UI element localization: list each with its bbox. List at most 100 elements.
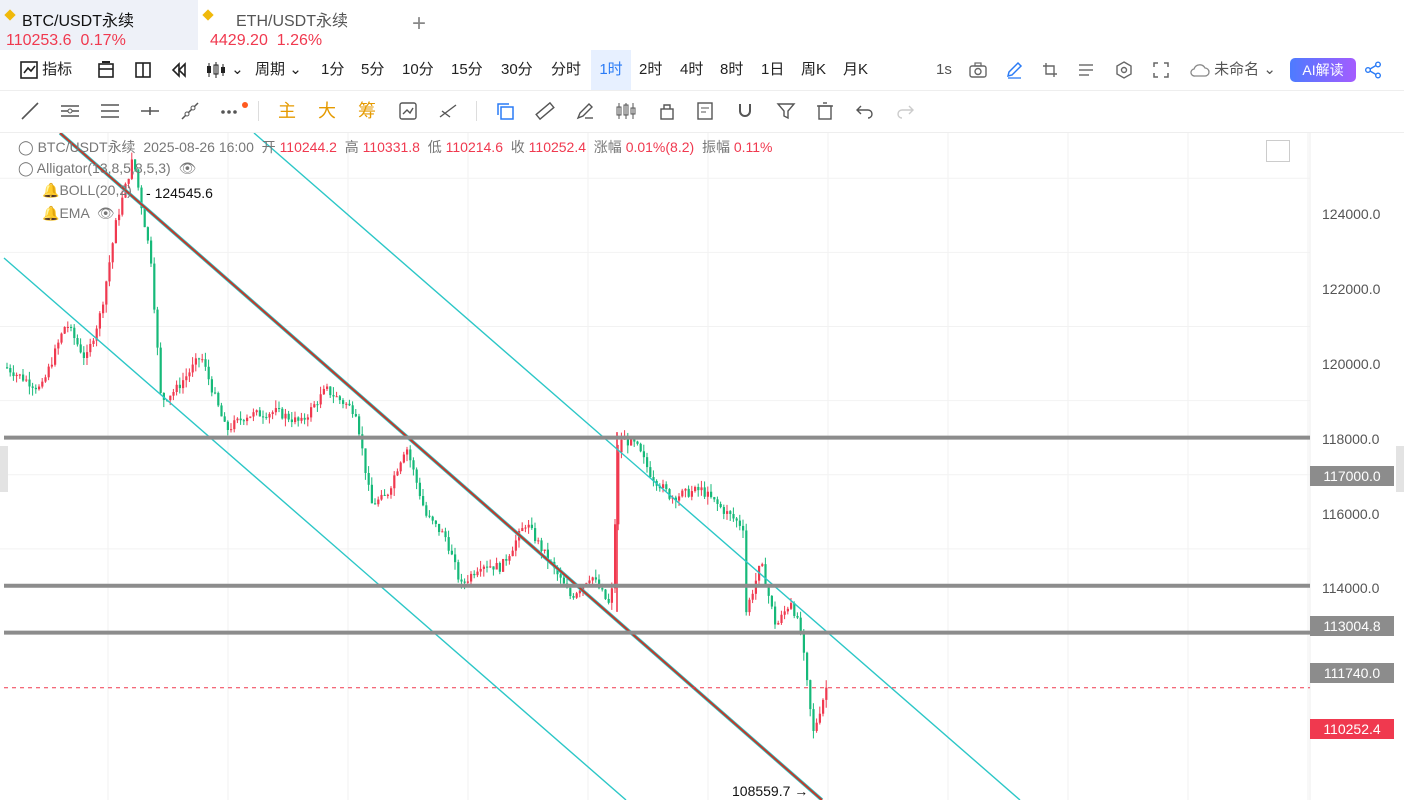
ema-legend[interactable]: 🔔EMA 👁	[42, 205, 115, 222]
candle-body	[431, 516, 434, 521]
candle-body	[28, 379, 31, 387]
candle-body	[66, 326, 69, 328]
draw-button[interactable]	[1005, 50, 1023, 90]
candle-body	[559, 574, 562, 578]
main-indicator-button[interactable]: 主	[278, 101, 296, 121]
interval-1m[interactable]: 1分	[321, 61, 345, 78]
trash-icon[interactable]	[815, 101, 835, 121]
chevron-icon[interactable]: ◯	[18, 139, 34, 155]
candlestick-chart[interactable]	[0, 131, 1404, 802]
low-annotation: 108559.7 →	[732, 783, 809, 799]
candle-body	[537, 540, 540, 542]
channel-line-lower	[3, 257, 627, 801]
eye-icon[interactable]: 👁	[96, 205, 115, 221]
period-dropdown[interactable]: 周期 ⌄	[255, 50, 302, 90]
candle-tool-icon[interactable]	[615, 101, 637, 121]
ray-tool-icon[interactable]	[180, 101, 200, 121]
candle-body	[719, 503, 722, 508]
candle-body	[242, 420, 245, 422]
candle-body	[783, 611, 786, 615]
interval-month[interactable]: 月K	[843, 61, 869, 78]
redo-icon[interactable]	[895, 101, 915, 121]
edit-note-icon[interactable]	[696, 101, 716, 121]
screenshot-button[interactable]	[969, 50, 987, 90]
interval-8h[interactable]: 8时	[720, 61, 744, 78]
tab-btc-usdt[interactable]: BTC/USDT永续 110253.6 0.17%	[0, 0, 198, 50]
candle-body	[143, 208, 146, 228]
y-tick: 116000.0	[1322, 506, 1380, 522]
brush-icon[interactable]	[575, 101, 595, 121]
fullscreen-icon	[1153, 62, 1169, 78]
horizontal-line-tool-icon[interactable]	[140, 101, 160, 121]
candle-body	[34, 387, 37, 390]
candle-body	[236, 418, 239, 421]
legend-datetime: 2025-08-26 16:00	[143, 139, 254, 155]
note-tool-icon[interactable]	[398, 101, 418, 121]
undo-icon[interactable]	[855, 101, 875, 121]
lock-icon[interactable]	[657, 101, 677, 121]
binance-coin-icon	[4, 9, 16, 21]
interval-5m[interactable]: 5分	[361, 61, 385, 78]
chart-type-button[interactable]: ⌄	[205, 50, 244, 90]
interval-30m[interactable]: 30分	[501, 61, 533, 78]
channel-line-upper	[253, 132, 1021, 801]
chip-distribution-button[interactable]: 筹	[358, 101, 376, 121]
boll-legend[interactable]: 🔔BOLL(20,2)	[42, 182, 132, 199]
candle-body	[12, 372, 15, 377]
crop-button[interactable]	[1041, 50, 1059, 90]
chart-area[interactable]: ◯ BTC/USDT永续 2025-08-26 16:00 开 110244.2…	[0, 131, 1404, 802]
candle-body	[710, 491, 713, 498]
settings-button[interactable]	[1115, 50, 1133, 90]
split-button[interactable]	[134, 50, 152, 90]
chevron-icon[interactable]: ◯	[18, 160, 34, 176]
candle-body	[815, 722, 818, 731]
candle-body	[774, 606, 777, 625]
filter-icon[interactable]	[776, 101, 796, 121]
ruler-icon[interactable]	[535, 101, 555, 121]
big-order-button[interactable]: 大	[318, 101, 336, 121]
replay-button[interactable]	[170, 50, 188, 90]
list-button[interactable]	[1077, 50, 1095, 90]
layout-name-dropdown[interactable]: 未命名 ⌄	[1190, 50, 1276, 90]
measure-tool-icon[interactable]	[438, 101, 458, 121]
candle-body	[396, 471, 399, 476]
copy-icon[interactable]	[495, 101, 515, 121]
interval-2h[interactable]: 2时	[639, 61, 663, 78]
candle-body	[25, 379, 28, 381]
more-tools-icon[interactable]	[218, 101, 250, 121]
candle-body	[153, 263, 156, 310]
eye-icon[interactable]: 👁	[178, 160, 197, 176]
magnet-icon[interactable]	[735, 101, 755, 121]
indicators-button[interactable]: 指标	[20, 50, 72, 90]
interval-4h[interactable]: 4时	[680, 61, 704, 78]
candle-body	[630, 438, 633, 446]
interval-1h[interactable]: 1时	[591, 50, 631, 90]
speed-label[interactable]: 1s	[936, 61, 952, 78]
layout-button[interactable]	[97, 50, 115, 90]
interval-timeshare[interactable]: 分时	[551, 61, 582, 78]
candle-body	[207, 366, 210, 380]
interval-10m[interactable]: 10分	[402, 61, 434, 78]
fullscreen-button[interactable]	[1152, 50, 1170, 90]
candle-body	[111, 243, 114, 263]
candle-body	[185, 376, 188, 381]
candle-body	[169, 395, 172, 401]
parallel-lines-tool-icon[interactable]	[60, 101, 80, 121]
tab-eth-usdt[interactable]: ETH/USDT永续 4429.20 1.26%	[198, 0, 398, 50]
trendline-tool-icon[interactable]	[20, 101, 40, 121]
candle-body	[354, 414, 357, 417]
share-button[interactable]	[1364, 50, 1382, 90]
ai-analysis-button[interactable]: AI解读	[1290, 58, 1356, 82]
channel-tool-icon[interactable]	[100, 101, 120, 121]
candle-body	[748, 599, 751, 613]
add-tab-icon[interactable]: +	[412, 10, 427, 37]
interval-15m[interactable]: 15分	[451, 61, 483, 78]
interval-1d[interactable]: 1日	[761, 61, 785, 78]
candle-body	[268, 414, 271, 418]
alligator-legend[interactable]: ◯ Alligator(13,8,5,8,5,3) 👁	[18, 160, 196, 177]
candle-body	[578, 590, 581, 594]
candle-body	[639, 443, 642, 452]
interval-week[interactable]: 周K	[801, 61, 827, 78]
collapse-icon[interactable]	[1266, 140, 1290, 162]
candle-body	[201, 359, 204, 361]
